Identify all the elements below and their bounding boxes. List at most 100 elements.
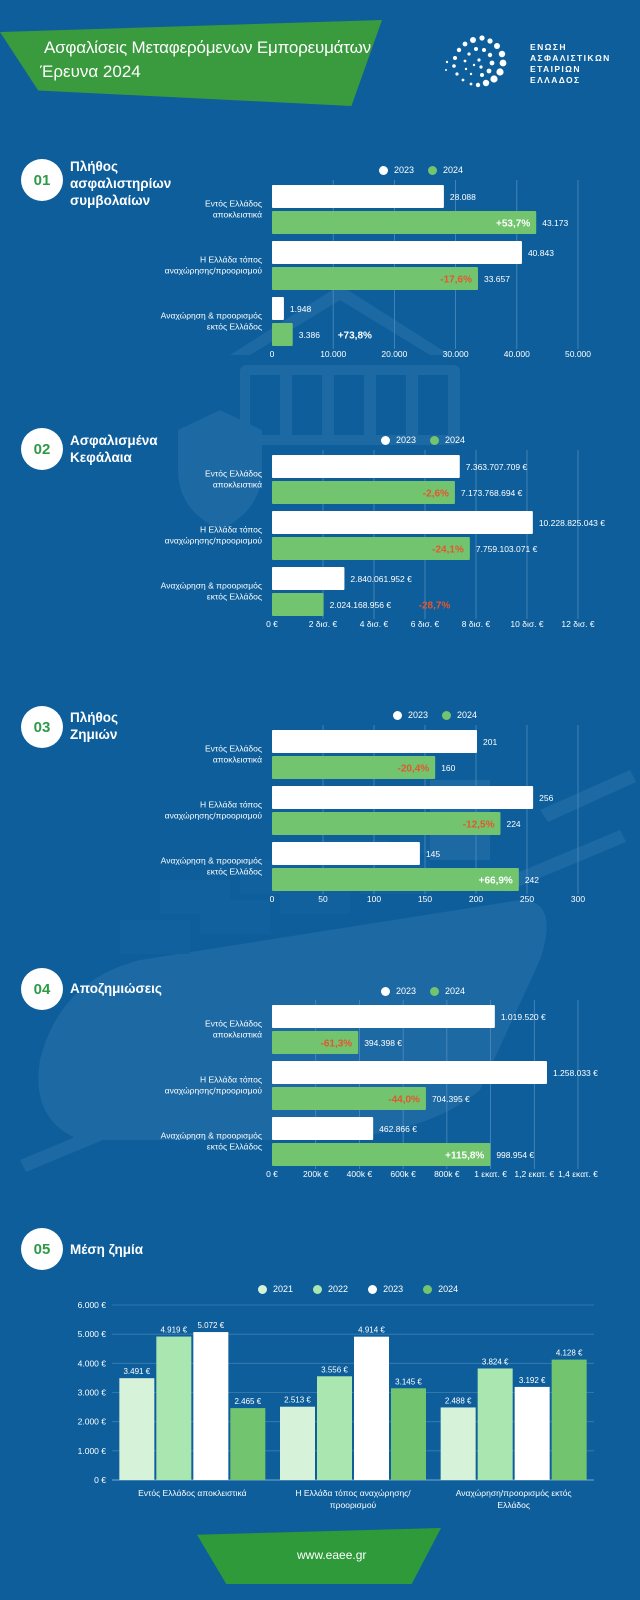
section-number-badge: 02 [21, 428, 63, 470]
x-tick-label: 100 [367, 894, 381, 904]
legend-swatch [368, 1284, 378, 1294]
bar-value-label: 160 [441, 763, 455, 773]
legend-item: 2024 [430, 986, 465, 996]
bar-2022 [477, 1368, 513, 1480]
x-tick-label: 50.000 [565, 349, 591, 359]
legend-swatch [430, 435, 440, 445]
legend-label: 2024 [457, 710, 478, 720]
bar-2023 [272, 842, 420, 865]
bar-2024 [272, 481, 455, 504]
category-label: εκτός Ελλάδος [207, 867, 262, 877]
bar-2023 [272, 730, 478, 753]
x-tick-label: 12 δισ. € [561, 619, 594, 629]
chart-legend: 2023 2024 [393, 710, 477, 720]
change-percent-label: +115,8% [445, 1151, 484, 1162]
bar-value-label: 1.258.033 € [553, 1068, 598, 1078]
change-percent-label: +73,8% [338, 331, 372, 342]
legend-swatch [381, 986, 390, 996]
chart-legend: 2023 2024 [379, 165, 463, 175]
bar-2024 [551, 1359, 587, 1480]
x-tick-label: 400k € [347, 1169, 373, 1179]
change-percent-label: -44,0% [388, 1095, 420, 1106]
section-number-badge: 04 [21, 968, 63, 1010]
bar-2024 [272, 868, 519, 891]
change-percent-label: -12,5% [463, 820, 495, 831]
bar-value-label: 3.556 € [321, 1365, 348, 1374]
bar-value-label: 242 [525, 875, 539, 885]
category-label: αναχώρησης/προορισμού [165, 811, 263, 821]
y-tick-label: 4.000 € [78, 1358, 107, 1368]
x-tick-label: 0 [270, 349, 275, 359]
legend-swatch [258, 1284, 267, 1294]
bar-2023 [354, 1336, 389, 1480]
bar-value-label: 4.919 € [160, 1326, 187, 1335]
bar-value-label: 462.866 € [379, 1124, 417, 1134]
category-label: εκτός Ελλάδος [207, 322, 262, 332]
x-tick-label: 8 δισ. € [462, 619, 491, 629]
chart-insured-capital: 7.363.707.709 € 7.173.768.694 € Εντός Ελλά… [161, 450, 605, 629]
change-percent-label: -2,6% [423, 489, 449, 500]
x-tick-label: 40.000 [504, 349, 530, 359]
bar-2024 [230, 1408, 266, 1480]
section-number-badge: 05 [21, 1228, 63, 1270]
chart-compensations: 1.019.520 € 394.398 € Εντός Ελλάδοςαποκλει… [161, 1000, 598, 1179]
bar-2023 [272, 1005, 495, 1028]
bar-value-label: 704.395 € [432, 1094, 470, 1104]
x-tick-label: 20.000 [381, 349, 407, 359]
category-label: εκτός Ελλάδος [207, 592, 262, 602]
legend-label: 2024 [445, 986, 466, 996]
x-tick-label: 600k € [390, 1169, 416, 1179]
bar-value-label: 2.488 € [445, 1396, 472, 1405]
chart-average-claim: 0 € 1.000 € 2.000 € 3.000 € 4.000 € 5.000 € 6.… [78, 1300, 594, 1510]
bar-2023 [272, 455, 460, 478]
bar-value-label: 4.128 € [556, 1349, 583, 1358]
legend-item: 2024 [430, 435, 465, 445]
bar-2024 [272, 812, 501, 835]
section-title: Αποζημιώσεις [70, 981, 162, 996]
category-label: Η Ελλάδα τόπος αναχώρησης/ [295, 1488, 411, 1498]
category-label: αποκλειστικά [213, 755, 262, 765]
legend-swatch [393, 710, 402, 720]
change-percent-label: -20,4% [398, 764, 430, 775]
y-tick-label: 3.000 € [78, 1388, 107, 1398]
legend-label: 2024 [438, 1284, 459, 1294]
legend-label: 2022 [328, 1284, 349, 1294]
legend-label: 2023 [408, 710, 429, 720]
legend-item: 2023 [379, 165, 414, 175]
legend-item: 2023 [381, 986, 416, 996]
bar-2023 [272, 1117, 374, 1140]
category-label: αποκλειστικά [213, 480, 262, 490]
footer-website-link[interactable]: www.eaee.gr [297, 1548, 367, 1562]
category-label: Αναχώρηση & προορισμός [161, 581, 262, 591]
bar-2023 [272, 297, 284, 320]
x-tick-label: 4 δισ. € [360, 619, 389, 629]
chart-legend: 2021 2022 2023 2024 [258, 1284, 458, 1294]
logo-text: ΕΝΩΣΗ ΑΣΦΑΛΙΣΤΙΚΩΝ ΕΤΑΙΡΙΩΝ ΕΛΛΑΔΟΣ [530, 42, 611, 86]
category-label: αποκλειστικά [213, 210, 262, 220]
logo-icon [445, 35, 507, 88]
legend-item: 2024 [428, 165, 463, 175]
category-label: Εντός Ελλάδος [205, 469, 262, 479]
legend-swatch [428, 165, 438, 175]
bar-value-label: 7.759.103.071 € [476, 544, 538, 554]
bar-value-label: 4.914 € [358, 1326, 385, 1335]
legend-item: 2023 [368, 1284, 403, 1294]
legend-swatch [430, 986, 440, 996]
category-label: Εντός Ελλάδος [205, 744, 262, 754]
category-label: Ελλάδος [497, 1500, 530, 1510]
category-label: προορισμού [330, 1500, 377, 1510]
bar-2023 [272, 241, 522, 264]
section-title: Πλήθος Ζημιών [70, 710, 119, 742]
x-tick-label: 50 [318, 894, 328, 904]
bar-2024 [272, 756, 436, 779]
page-subtitle: Έρευνα 2024 [40, 62, 141, 81]
x-tick-label: 250 [520, 894, 534, 904]
bar-2023 [272, 786, 534, 809]
logo-line: ΕΝΩΣΗ [530, 42, 567, 52]
legend-label: 2023 [394, 165, 415, 175]
bar-value-label: 145 [426, 849, 440, 859]
category-label: αναχώρησης/προορισμού [165, 536, 263, 546]
category-label: εκτός Ελλάδος [207, 1142, 262, 1152]
